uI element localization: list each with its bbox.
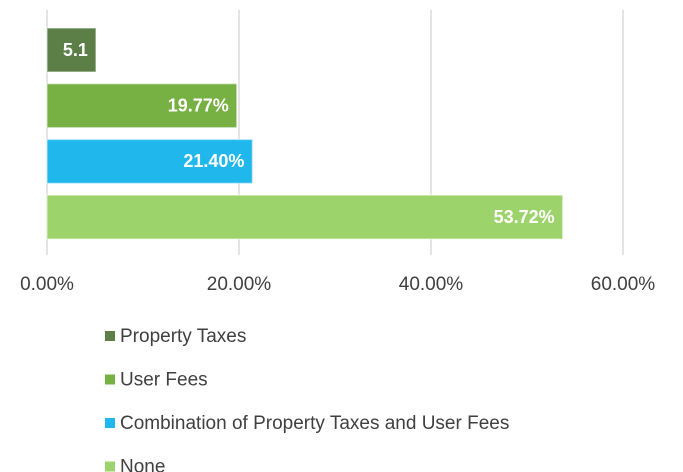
legend-swatch <box>105 461 115 472</box>
bar <box>46 138 254 185</box>
bar <box>46 82 238 129</box>
x-tick-label: 60.00% <box>591 274 656 295</box>
data-label: 5.1 <box>63 40 88 60</box>
data-label: 53.72% <box>494 207 555 227</box>
legend-label: None <box>120 457 165 472</box>
bar <box>46 194 564 240</box>
x-tick-label: 40.00% <box>399 274 464 295</box>
legend-swatch <box>105 418 115 428</box>
legend-label: Combination of Property Taxes and User F… <box>120 413 509 434</box>
bar <box>46 27 97 73</box>
legend-label: User Fees <box>120 370 208 391</box>
legend-swatch <box>105 331 115 341</box>
legend-swatch <box>105 374 115 385</box>
legend-label: Property Taxes <box>120 326 246 347</box>
x-tick-label: 0.00% <box>20 274 74 295</box>
data-label: 19.77% <box>168 95 229 115</box>
x-tick-label: 20.00% <box>207 274 272 295</box>
data-label: 21.40% <box>183 151 244 171</box>
